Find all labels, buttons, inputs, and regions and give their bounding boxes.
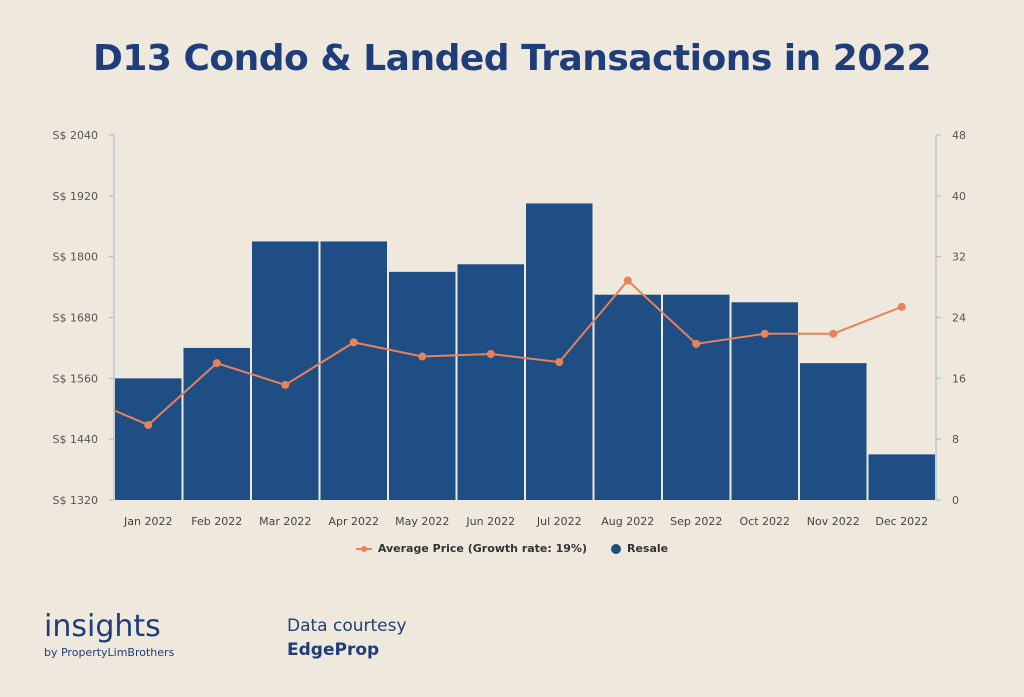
y-right-tick-label: 8: [952, 433, 959, 446]
y-left-tick-label: S$ 1440: [53, 433, 98, 446]
y-left-tick-label: S$ 1320: [53, 494, 98, 507]
bar-resale: [594, 294, 661, 500]
average-price-point: [281, 380, 290, 389]
x-tick-label: Oct 2022: [739, 515, 790, 528]
average-price-point: [486, 350, 495, 358]
y-left-tick-label: S$ 1920: [53, 190, 98, 203]
logo-word: insights: [44, 609, 161, 644]
x-tick-label: Feb 2022: [191, 515, 242, 528]
legend-label-resale: Resale: [626, 542, 669, 555]
average-price-line: [147, 279, 903, 426]
y-right-tick-label: 16: [952, 372, 966, 385]
legend-item-average-price[interactable]: Average Price (Growth rate: 19%): [355, 542, 587, 555]
bar-resale: [526, 203, 593, 500]
x-tick-label: Dec 2022: [875, 515, 928, 528]
bar-resale: [389, 271, 456, 500]
bar-resale: [457, 264, 524, 500]
bar-resale: [868, 454, 935, 500]
y-right-tick-label: 0: [952, 494, 959, 507]
average-price-point: [349, 338, 358, 347]
average-price-point: [144, 420, 153, 429]
x-tick-label: Aug 2022: [601, 515, 654, 528]
x-tick-label: Sep 2022: [670, 515, 722, 528]
y-right-tick-label: 48: [952, 129, 966, 142]
y-left-tick-label: S$ 1680: [53, 312, 98, 325]
chart-legend: Average Price (Growth rate: 19%) Resale: [0, 542, 1024, 555]
average-price-point: [897, 302, 906, 311]
average-price-line-lead: [113, 409, 149, 426]
y-right-tick-label: 24: [952, 312, 966, 325]
y-left-tick-label: S$ 1800: [53, 251, 98, 264]
x-tick-label: Jun 2022: [465, 515, 515, 528]
credit-line: Data courtesy: [287, 616, 407, 636]
average-price-point: [829, 329, 838, 338]
average-price-point: [555, 358, 564, 367]
average-price-point: [418, 352, 427, 361]
average-price-point: [692, 339, 701, 348]
y-left-tick-label: S$ 2040: [53, 129, 98, 142]
average-price-point: [623, 276, 632, 285]
average-price-point: [212, 359, 221, 368]
circle-marker-icon: [610, 543, 621, 554]
legend-label-average-price: Average Price (Growth rate: 19%): [377, 542, 587, 555]
bar-resale: [800, 363, 867, 500]
bar-resale: [183, 347, 250, 500]
x-tick-label: Apr 2022: [328, 515, 379, 528]
bar-resale: [115, 378, 182, 500]
x-tick-label: Jan 2022: [123, 515, 172, 528]
y-right-tick-label: 40: [952, 190, 966, 203]
line-marker-icon: [355, 545, 372, 552]
x-tick-label: May 2022: [395, 515, 449, 528]
x-tick-label: Jul 2022: [536, 515, 582, 528]
average-price-point: [760, 329, 769, 338]
legend-item-resale[interactable]: Resale: [610, 542, 669, 555]
data-credit: Data courtesy EdgeProp: [287, 616, 407, 660]
x-tick-label: Mar 2022: [259, 515, 311, 528]
credit-source: EdgeProp: [287, 640, 380, 660]
insights-logo: insights by PropertyLimBrothers: [44, 609, 175, 660]
bar-resale: [320, 241, 387, 501]
x-tick-label: Nov 2022: [807, 515, 860, 528]
y-left-tick-label: S$ 1560: [53, 372, 98, 385]
bar-resale: [663, 294, 730, 500]
logo-subtitle: by PropertyLimBrothers: [44, 646, 175, 659]
chart-title: D13 Condo & Landed Transactions in 2022: [92, 38, 932, 79]
y-right-tick-label: 32: [952, 251, 966, 264]
